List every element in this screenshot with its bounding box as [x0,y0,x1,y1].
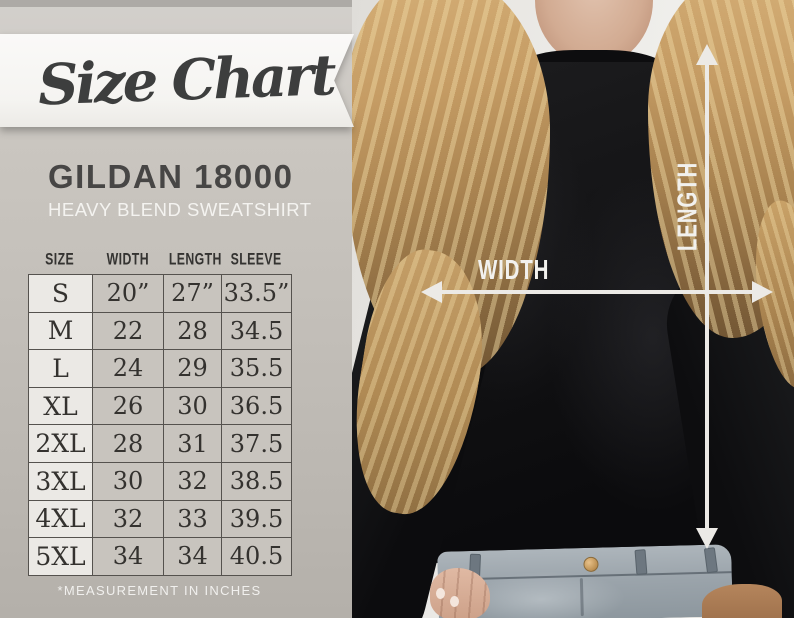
sleeve-cell: 34.5 [221,311,292,351]
table-row: S 20” 27” 33.5” [28,274,292,313]
model-right-hand [702,584,782,618]
column-header-width: WIDTH [106,249,149,270]
size-cell: 2XL [28,424,93,463]
size-table-header: SIZE WIDTH LENGTH SLEEVE [28,249,291,270]
table-row: 5XL 34 34 40.5 [28,537,292,576]
table-row: XL 26 30 36.5 [28,386,292,426]
belt-loop [703,547,719,574]
width-cell: 32 [92,499,164,539]
sleeve-cell: 37.5 [221,424,292,463]
jeans-fly-seam [579,578,584,617]
size-cell: 5XL [28,537,93,576]
ribbon-banner: Size Chart [0,34,354,127]
table-row: 3XL 30 32 38.5 [28,461,292,501]
size-cell: M [28,311,93,351]
size-cell: XL [28,386,93,426]
product-name: GILDAN 18000 [48,158,294,195]
table-row: 4XL 32 33 39.5 [28,499,292,539]
page-title: Size Chart [36,41,335,118]
size-table: S 20” 27” 33.5” M 22 28 34.5 L 24 29 35.… [28,274,292,576]
table-row: M 22 28 34.5 [28,311,292,351]
length-cell: 34 [163,537,222,576]
jeans-button [583,556,599,573]
ribbon-shape: Size Chart [0,34,354,127]
fingernail [450,596,459,607]
width-cell: 22 [92,311,164,351]
sleeve-cell: 33.5” [221,274,292,313]
sleeve-cell: 35.5 [221,349,292,388]
length-cell: 29 [163,349,222,388]
size-cell: S [28,274,93,313]
length-cell: 31 [163,424,222,463]
width-cell: 24 [92,349,164,388]
width-cell: 20” [92,274,164,313]
measurement-footnote: *MEASUREMENT IN INCHES [57,583,262,598]
length-cell: 32 [163,461,222,501]
fingernail [436,588,445,599]
table-row: 2XL 28 31 37.5 [28,424,292,463]
belt-loop [634,549,648,575]
column-header-length: LENGTH [168,249,222,270]
column-header-size: SIZE [45,249,75,270]
sleeve-cell: 36.5 [221,386,292,426]
size-cell: 4XL [28,499,93,539]
length-cell: 30 [163,386,222,426]
table-row: L 24 29 35.5 [28,349,292,388]
length-cell: 33 [163,499,222,539]
sleeve-cell: 38.5 [221,461,292,501]
size-cell: 3XL [28,461,93,501]
length-cell: 27” [163,274,222,313]
model-photo [330,0,794,618]
width-cell: 28 [92,424,164,463]
sleeve-cell: 39.5 [221,499,292,539]
width-cell: 26 [92,386,164,426]
length-cell: 28 [163,311,222,351]
width-cell: 30 [92,461,164,501]
width-cell: 34 [92,537,164,576]
top-strip [0,0,352,7]
size-cell: L [28,349,93,388]
product-subtitle: HEAVY BLEND SWEATSHIRT [48,199,312,220]
sleeve-cell: 40.5 [221,537,292,576]
column-header-sleeve: SLEEVE [230,249,282,270]
